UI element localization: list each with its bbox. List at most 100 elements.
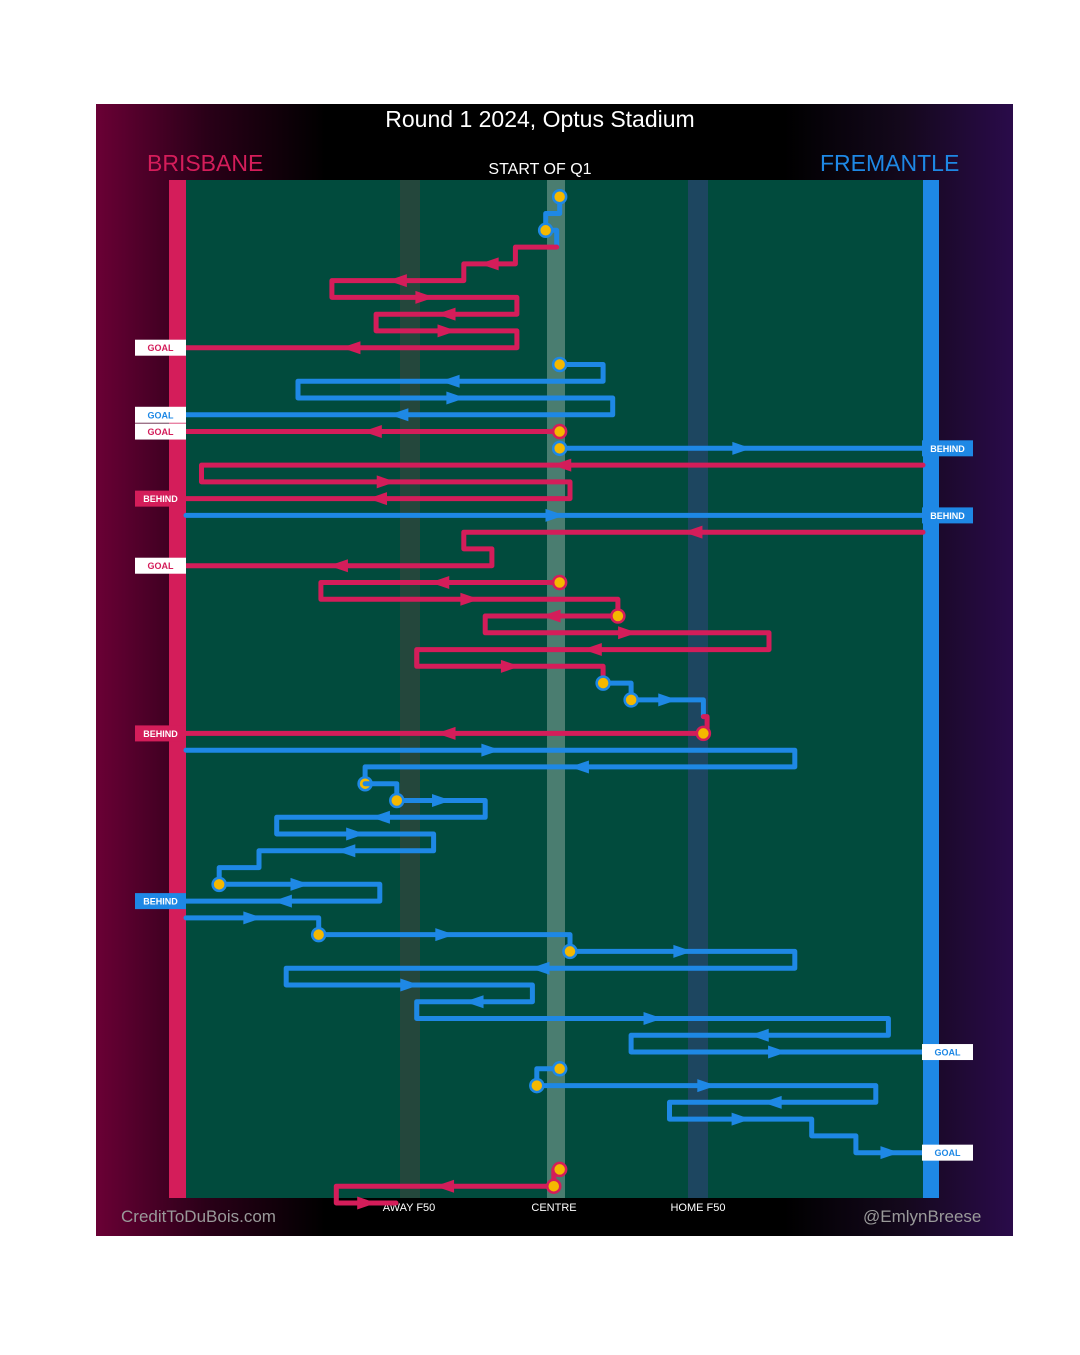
- outcome-tag-label: BEHIND: [143, 897, 178, 907]
- outcome-tag-box: [135, 490, 186, 507]
- chain-arrow: [530, 961, 550, 975]
- outcome-tag-box: [135, 339, 186, 356]
- chain-arrow: [762, 1095, 782, 1109]
- chain-arrow: [370, 810, 390, 824]
- chain-arrow: [440, 374, 460, 388]
- chain-arrow: [367, 492, 387, 506]
- chain-arrow: [500, 659, 520, 673]
- chain-arrow: [341, 341, 361, 355]
- chain-start-marker: [695, 725, 712, 742]
- outcome-tag-box: [135, 725, 186, 742]
- chain-start-marker: [551, 1161, 568, 1178]
- chain-arrow: [415, 290, 435, 304]
- chain-arrow: [697, 1079, 717, 1093]
- outcome-tag-label: BEHIND: [143, 494, 178, 504]
- fremantle-goal-line: [923, 180, 939, 1198]
- outcome-tag-label: GOAL: [935, 1148, 962, 1158]
- credit-right: @EmlynBreese: [863, 1207, 982, 1226]
- chain-arrow: [290, 877, 310, 891]
- chain-arrow: [732, 441, 752, 455]
- chain-start-marker: [537, 222, 554, 239]
- outcome-tag-box: [135, 893, 186, 910]
- chain-path-15: [534, 1066, 926, 1156]
- outcome-tag-box: [135, 406, 186, 423]
- team-left-label: BRISBANE: [147, 150, 264, 176]
- chain-arrow: [552, 458, 572, 472]
- chain-arrow: [400, 978, 420, 992]
- chain-arrow: [481, 743, 501, 757]
- outcome-tag-box: [922, 1144, 973, 1161]
- chart-title: Round 1 2024, Optus Stadium: [385, 106, 695, 132]
- chain-path-1: [183, 244, 560, 351]
- chain-arrow: [673, 944, 693, 958]
- chain-start-marker: [551, 1061, 568, 1077]
- outcome-tag-box: [135, 423, 186, 440]
- home-f50-band: [688, 180, 708, 1198]
- chain-arrow: [362, 425, 382, 439]
- chain-start-marker: [551, 356, 568, 373]
- chain-start-marker: [562, 943, 578, 960]
- chain-path-14: [183, 915, 926, 1055]
- chain-arrow: [432, 793, 452, 807]
- chain-arrow: [683, 525, 703, 539]
- chain-arrow: [435, 928, 455, 942]
- chain-arrow: [618, 626, 638, 640]
- team-right-label: FREMANTLE: [820, 150, 960, 176]
- chain-start-marker: [546, 1178, 562, 1194]
- chain-start-marker: [551, 189, 568, 205]
- chain-arrow: [569, 760, 589, 774]
- chain-start-marker: [211, 876, 227, 893]
- chain-arrow: [582, 643, 602, 657]
- chain-path-5: [183, 462, 926, 502]
- chain-start-marker: [551, 574, 568, 591]
- outcome-tag-label: GOAL: [935, 1048, 962, 1058]
- chain-arrow: [731, 1112, 751, 1126]
- chain-arrow: [446, 391, 466, 405]
- chain-arrow: [643, 1012, 663, 1025]
- x-tick-home-f50: HOME F50: [670, 1202, 726, 1214]
- chain-arrow: [336, 844, 356, 858]
- chain-arrow: [389, 408, 409, 422]
- outcome-tag-box: [135, 557, 186, 574]
- chain-start-marker: [551, 440, 568, 457]
- chain-arrow: [658, 693, 678, 707]
- chain-start-marker: [529, 1077, 545, 1094]
- chain-arrow: [243, 911, 263, 925]
- chain-arrow: [768, 1045, 788, 1059]
- chain-path-10: [600, 680, 706, 720]
- outcome-tag-label: GOAL: [148, 427, 175, 437]
- chain-path-12: [183, 747, 798, 787]
- chain-arrow: [435, 1179, 455, 1193]
- chain-arrow: [357, 1196, 377, 1210]
- chain-arrow: [880, 1146, 900, 1160]
- chain-arrow: [541, 609, 561, 623]
- chain-path-2: [183, 362, 616, 418]
- outcome-tag-box: [922, 440, 973, 457]
- chain-start-marker: [310, 926, 327, 943]
- chain-arrow: [430, 575, 450, 589]
- outcome-tag-box: [922, 507, 973, 524]
- chain-arrow: [328, 559, 348, 573]
- outcome-tag-label: BEHIND: [930, 444, 965, 454]
- chain-start-marker: [610, 608, 626, 624]
- chain-arrow: [272, 894, 292, 908]
- period-label: START OF Q1: [488, 161, 592, 178]
- outcome-tag-label: GOAL: [148, 343, 175, 353]
- chain-arrow: [346, 827, 366, 841]
- outcome-tag-label: BEHIND: [143, 729, 178, 739]
- chain-arrow: [749, 1028, 769, 1042]
- outcome-tag-label: BEHIND: [930, 511, 965, 521]
- chain-path-0: [543, 194, 563, 250]
- credit-left: CreditToDuBois.com: [121, 1207, 276, 1226]
- away-f50-band: [400, 180, 420, 1198]
- chain-path-7: [183, 529, 926, 569]
- chain-start-marker: [623, 692, 639, 708]
- x-tick-centre: CENTRE: [531, 1202, 577, 1214]
- outcome-tag-label: GOAL: [148, 410, 175, 420]
- chain-arrow: [460, 592, 480, 606]
- chain-arrow: [479, 257, 499, 271]
- chain-arrow: [387, 274, 407, 288]
- chain-arrow: [464, 995, 484, 1009]
- chain-path-9: [414, 613, 772, 686]
